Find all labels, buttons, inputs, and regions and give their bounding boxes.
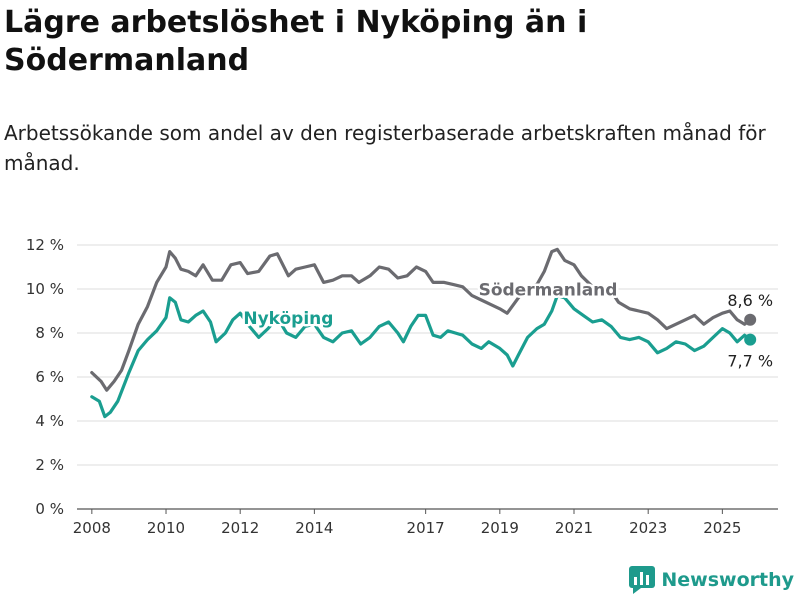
x-tick-label: 2014 [295, 519, 333, 537]
y-tick-label: 0 % [35, 500, 64, 518]
series-name-label: Nyköping [243, 309, 333, 329]
brand-name: Newsworthy [661, 569, 794, 591]
series-line-1 [90, 294, 752, 419]
chart-subtitle: Arbetssökande som andel av den registerb… [4, 121, 766, 175]
chart-title: Lägre arbetslöshet i Nyköping än i Söder… [4, 5, 588, 78]
series-end-label: 8,6 % [727, 291, 773, 310]
x-tick-label: 2017 [407, 519, 445, 537]
y-tick-label: 6 % [35, 368, 64, 386]
x-tick-label: 2025 [703, 519, 741, 537]
newsworthy-logo-icon [629, 566, 656, 594]
x-tick-label: 2019 [481, 519, 519, 537]
x-tick-label: 2012 [221, 519, 259, 537]
y-tick-label: 10 % [26, 280, 64, 298]
x-tick-label: 2023 [629, 519, 667, 537]
brand-logo[interactable]: Newsworthy [629, 566, 794, 594]
y-tick-label: 4 % [35, 412, 64, 430]
x-tick-label: 2010 [147, 519, 185, 537]
series-endpoint-1 [744, 333, 757, 346]
y-tick-label: 8 % [35, 324, 64, 342]
y-tick-label: 2 % [35, 456, 64, 474]
series-end-label: 7,7 % [727, 352, 773, 371]
series-name-label: Södermanland [479, 281, 618, 301]
series-line-0 [90, 247, 752, 392]
series-endpoint-0 [744, 313, 757, 326]
y-tick-label: 12 % [26, 236, 64, 254]
x-tick-label: 2008 [73, 519, 111, 537]
x-tick-label: 2021 [555, 519, 593, 537]
